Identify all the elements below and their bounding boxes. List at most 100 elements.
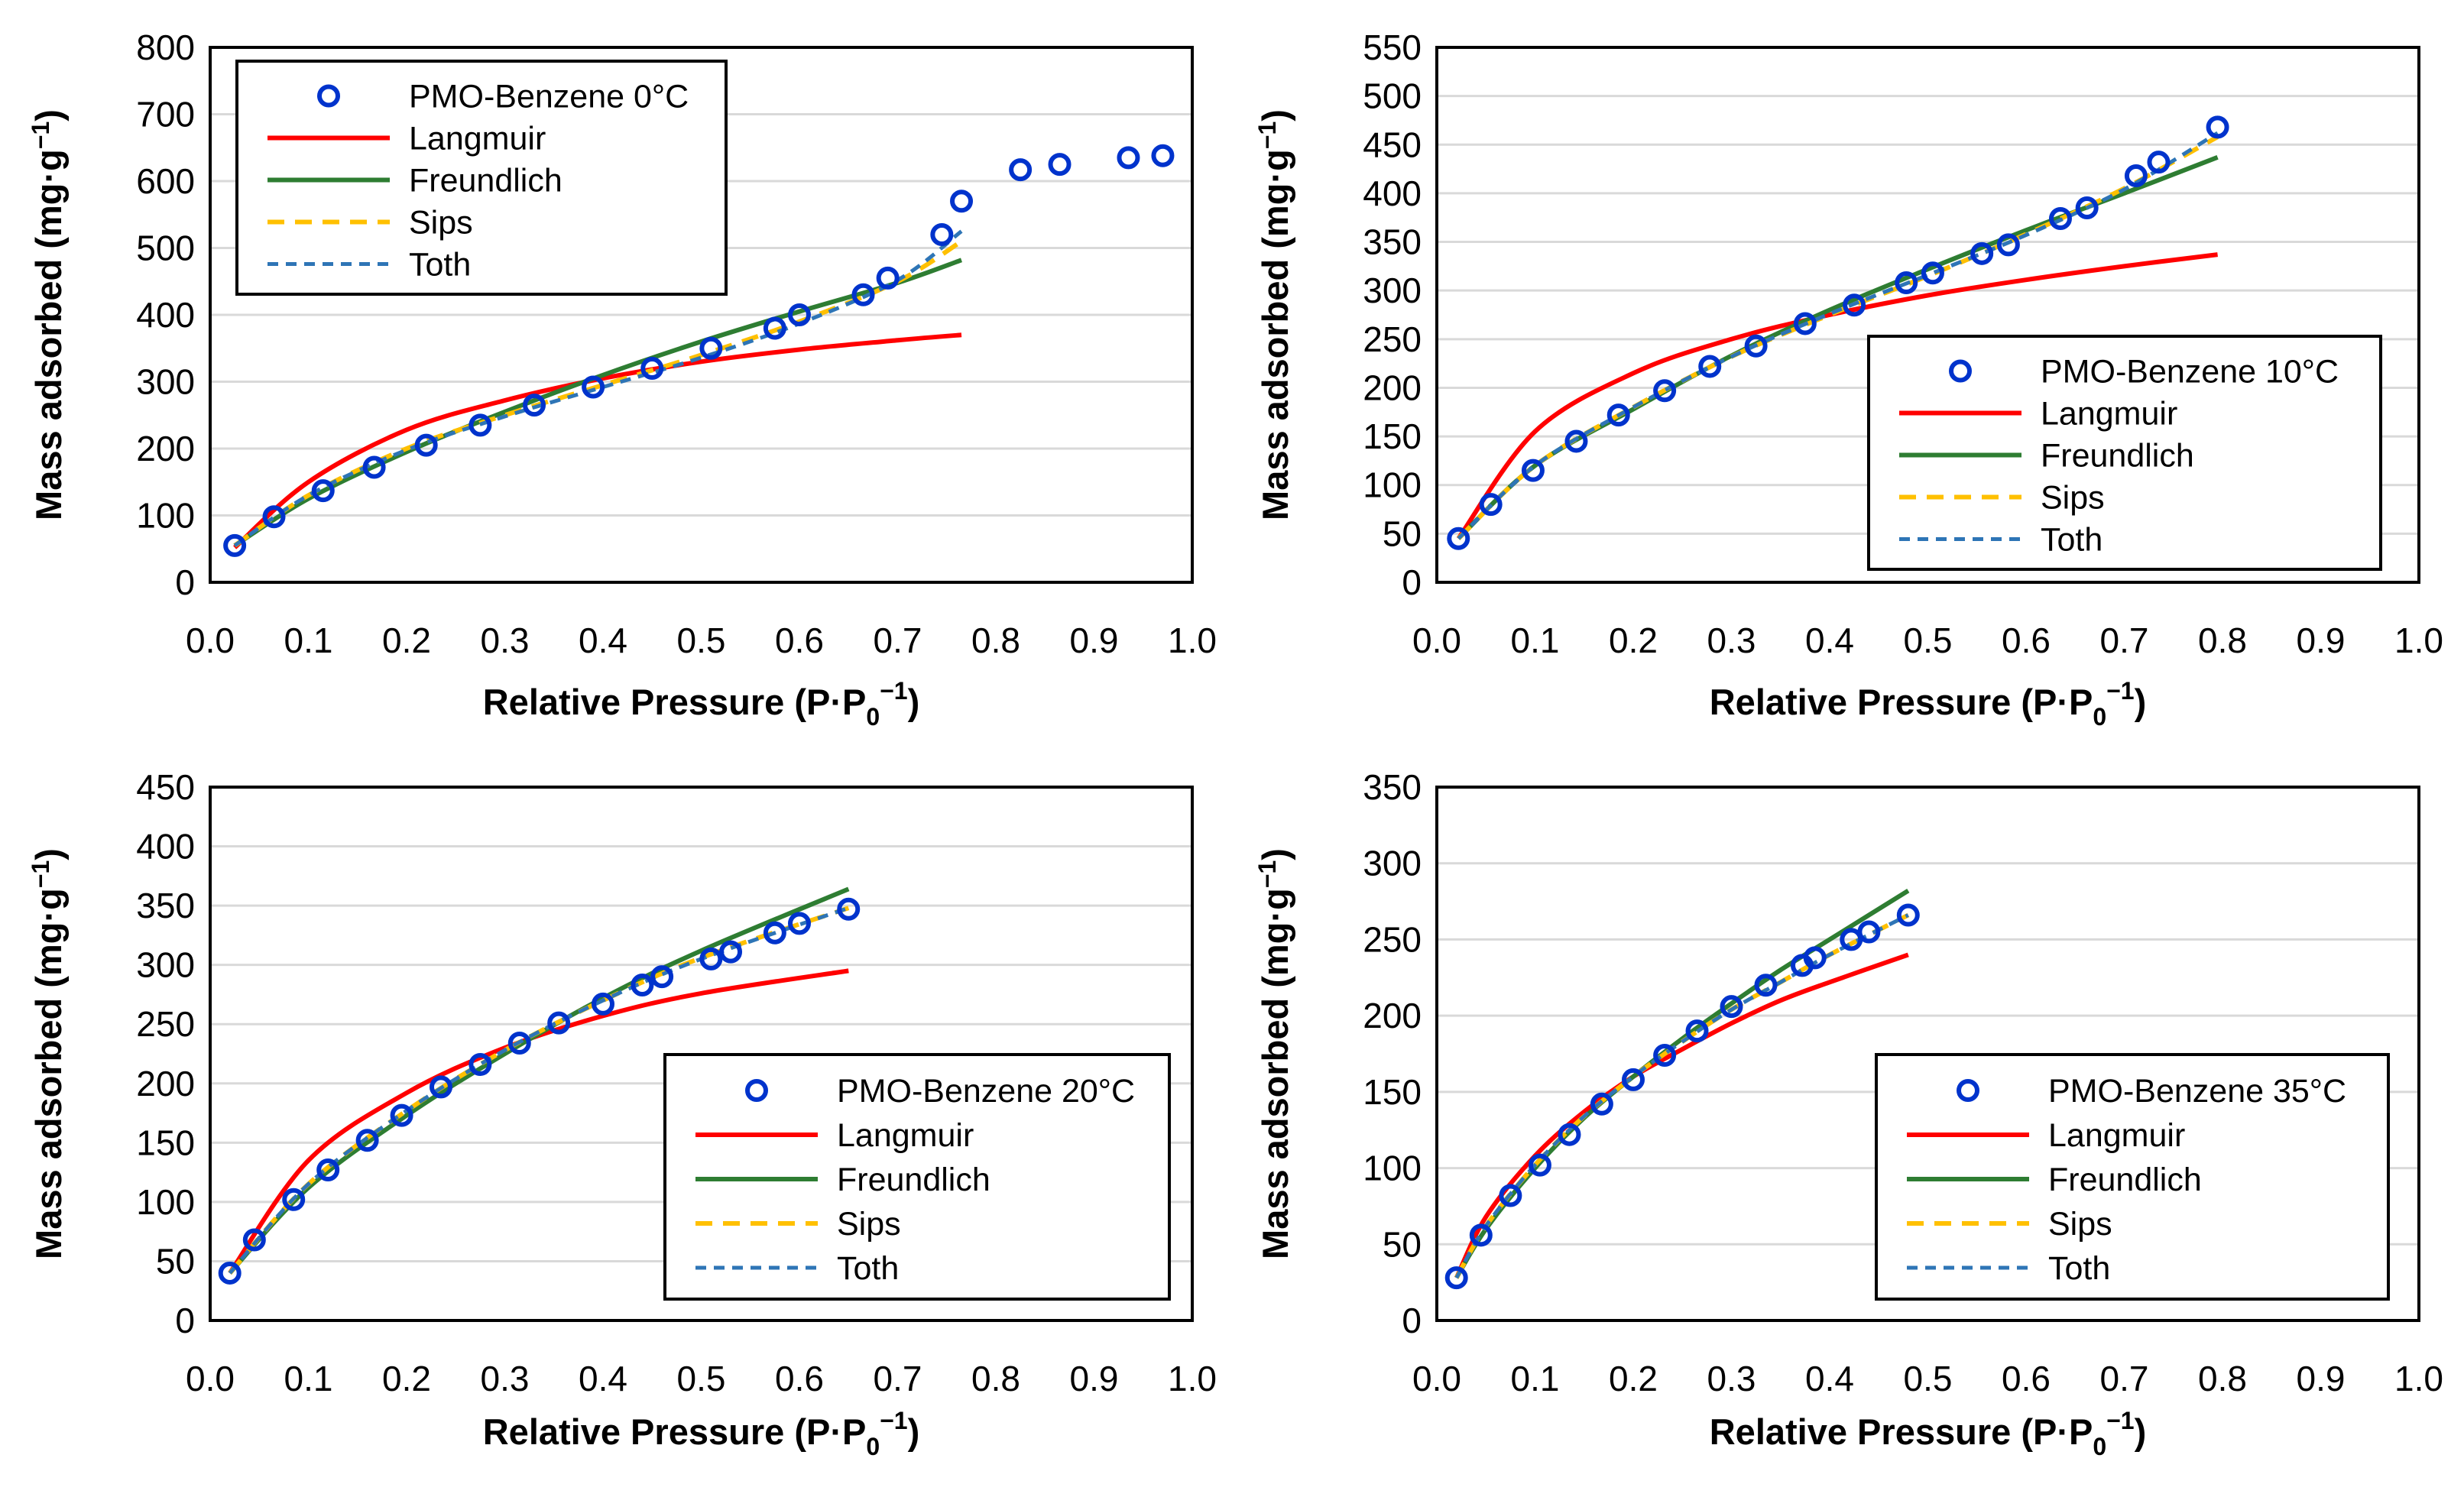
- legend-label: PMO-Benzene 0°C: [409, 79, 689, 115]
- legend-label: PMO-Benzene 10°C: [2041, 354, 2339, 390]
- x-tick-label: 0.3: [481, 1359, 530, 1398]
- data-point: [1499, 1184, 1522, 1207]
- series-line-langmuir: [1454, 952, 1909, 1279]
- y-tick-label: 250: [1363, 319, 1422, 359]
- y-tick-label: 150: [136, 1123, 195, 1162]
- x-tick-label: 0.4: [1805, 1359, 1854, 1398]
- data-point: [1698, 355, 1722, 378]
- data-point: [719, 940, 743, 964]
- data-point: [1843, 293, 1866, 317]
- data-point: [876, 266, 900, 290]
- data-point: [507, 1032, 531, 1055]
- data-point: [468, 413, 492, 437]
- y-tick-label: 350: [136, 886, 195, 925]
- data-point: [1896, 903, 1920, 927]
- data-point: [429, 1075, 452, 1099]
- x-axis-title: Relative Pressure (P·P0−1): [483, 677, 920, 731]
- y-tick-label: 50: [1383, 1224, 1422, 1264]
- x-axis-title: Relative Pressure (P·P0−1): [483, 1407, 920, 1460]
- x-tick-label: 0.7: [2100, 1359, 2149, 1398]
- data-point: [523, 394, 546, 417]
- plot-area: [1435, 46, 2420, 584]
- data-point: [1479, 493, 1503, 517]
- x-tick-label: 0.4: [1805, 621, 1854, 660]
- data-point: [311, 479, 335, 503]
- x-tick-label: 1.0: [1168, 1359, 1217, 1398]
- x-tick-label: 0.1: [1511, 621, 1560, 660]
- data-point: [1744, 334, 1768, 358]
- y-tick-label: 0: [1402, 562, 1422, 602]
- data-point: [1558, 1123, 1581, 1146]
- data-point: [837, 897, 861, 921]
- legend-label: Freundlich: [2041, 438, 2194, 475]
- legend-label: PMO-Benzene 20°C: [837, 1073, 1135, 1110]
- x-tick-label: 0.5: [1904, 1359, 1953, 1398]
- x-tick-label: 0.8: [2198, 1359, 2247, 1398]
- y-axis-title: Mass adsorbed (mg·g−1): [1253, 848, 1295, 1259]
- y-tick-label: 200: [1363, 996, 1422, 1035]
- legend-marker-icon: [317, 84, 340, 108]
- data-point: [2147, 151, 2171, 174]
- data-point: [468, 1052, 492, 1076]
- y-tick-label: 350: [1363, 222, 1422, 262]
- x-tick-label: 0.5: [1904, 621, 1953, 660]
- y-tick-label: 100: [136, 496, 195, 536]
- data-point: [1720, 995, 1743, 1019]
- legend-label: Sips: [837, 1206, 901, 1243]
- x-tick-label: 0.8: [971, 1359, 1020, 1398]
- legend-label: Langmuir: [2041, 396, 2177, 433]
- x-tick-label: 0.8: [2198, 621, 2247, 660]
- x-tick-label: 0.1: [284, 1359, 333, 1398]
- data-point: [650, 965, 674, 989]
- x-tick-label: 0.6: [2002, 1359, 2051, 1398]
- legend-label: Toth: [2041, 522, 2103, 559]
- y-tick-label: 450: [136, 767, 195, 807]
- x-tick-label: 0.5: [677, 621, 726, 660]
- data-point: [1895, 271, 1918, 294]
- y-axis-title: Mass adsorbed (mg·g−1): [27, 109, 69, 520]
- series-line-langmuir: [1456, 252, 2218, 540]
- data-point: [355, 1129, 379, 1152]
- series-line-freundlich: [228, 886, 850, 1275]
- data-point: [316, 1158, 340, 1182]
- x-tick-label: 0.9: [1070, 621, 1119, 660]
- legend-label: Freundlich: [2048, 1162, 2202, 1198]
- data-point: [547, 1011, 571, 1035]
- legend-label: Langmuir: [409, 121, 546, 157]
- legend: PMO-Benzene 0°C Langmuir Freundlich Sips Tot…: [235, 60, 728, 296]
- x-tick-label: 0.9: [2297, 1359, 2346, 1398]
- x-tick-label: 0.2: [1609, 621, 1658, 660]
- data-point: [930, 223, 954, 246]
- x-tick-label: 0.7: [874, 1359, 922, 1398]
- y-tick-label: 150: [1363, 1072, 1422, 1112]
- y-tick-label: 200: [136, 1064, 195, 1103]
- data-point: [1857, 920, 1881, 944]
- x-tick-label: 1.0: [2394, 621, 2443, 660]
- data-point: [699, 947, 723, 970]
- series-line-toth: [1454, 913, 1909, 1279]
- legend-label: Freundlich: [837, 1162, 990, 1198]
- series-line-freundlich: [233, 258, 962, 548]
- data-point: [1970, 241, 1994, 265]
- y-tick-label: 400: [1363, 173, 1422, 213]
- y-tick-label: 150: [1363, 416, 1422, 456]
- data-point: [223, 533, 247, 557]
- data-point: [1048, 153, 1072, 177]
- data-point: [1009, 158, 1033, 182]
- data-point: [592, 992, 614, 1016]
- data-point: [1117, 146, 1140, 170]
- x-tick-label: 0.6: [775, 621, 824, 660]
- data-point: [950, 190, 974, 213]
- x-axis-title: Relative Pressure (P·P0−1): [1710, 1407, 2147, 1460]
- data-point: [1793, 312, 1817, 335]
- data-point: [282, 1188, 306, 1211]
- data-point: [2075, 196, 2099, 219]
- y-tick-label: 100: [1363, 465, 1422, 505]
- y-tick-label: 700: [136, 95, 195, 134]
- legend-marker-icon: [1957, 1079, 1979, 1102]
- legend-label: Sips: [2041, 480, 2105, 517]
- legend-label: Toth: [2048, 1250, 2110, 1287]
- data-point: [1469, 1223, 1493, 1247]
- data-point: [763, 921, 786, 945]
